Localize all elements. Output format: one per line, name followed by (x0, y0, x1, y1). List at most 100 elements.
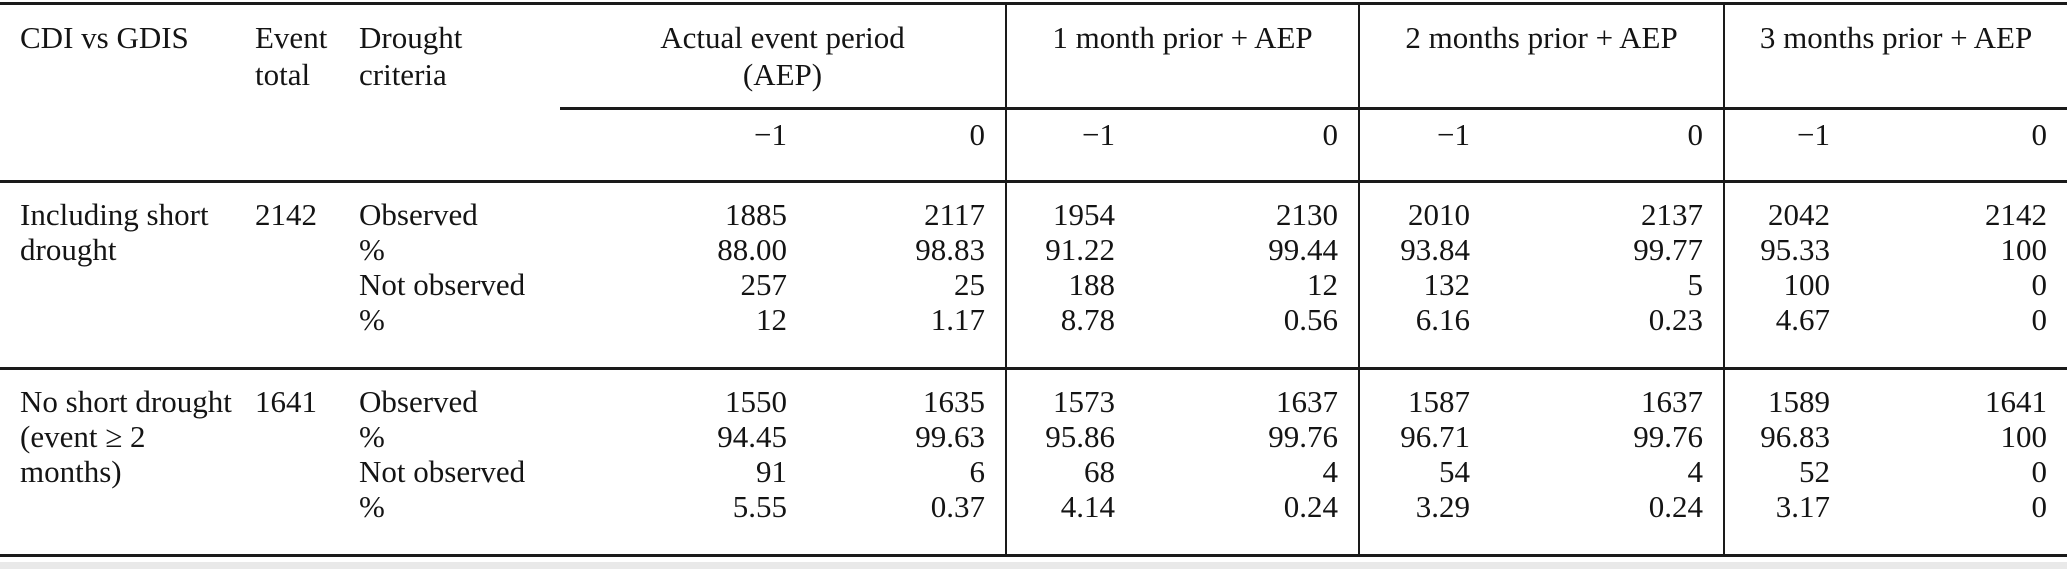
data-cell: 52 (1723, 454, 1851, 489)
table-row: % 12 1.17 8.78 0.56 6.16 0.23 4.67 0 (0, 302, 2067, 369)
data-cell: 2142 (1850, 180, 2067, 232)
data-cell: 1587 (1358, 367, 1491, 419)
data-cell: 99.76 (1633, 419, 1704, 454)
table-row: No short drought (event ≥ 2 months) 1641… (0, 367, 2067, 556)
data-cell: 99.63 (915, 419, 985, 454)
group-label: Including short drought (0, 180, 245, 369)
page-background-strip (0, 562, 2067, 569)
data-cell: 0 (2031, 267, 2048, 302)
group-label: No short drought (event ≥ 2 months) (0, 367, 245, 556)
data-cell: 5.55 (732, 489, 787, 524)
data-cell: 8.78 (1005, 302, 1135, 369)
table-row: Including short drought 2142 Observed 18… (0, 180, 2067, 369)
subcol-header: −1 (1723, 107, 1851, 182)
data-cell: 4 (1687, 454, 1704, 489)
data-cell: 91 (756, 454, 787, 489)
event-total-header: Event total (255, 20, 328, 92)
data-cell: 0.24 (1648, 489, 1704, 524)
data-cell: 25 (954, 267, 985, 302)
group-header-3-months: 3 months prior + AEP (1723, 3, 2067, 109)
data-cell: 100 (2000, 419, 2048, 454)
data-cell: 3.17 (1723, 489, 1851, 556)
data-cell: 1550 (560, 367, 807, 419)
data-cell: 0.37 (930, 489, 985, 524)
criteria-label: % (359, 489, 385, 524)
data-cell: 88.00 (717, 232, 787, 267)
table-row: % 94.45 99.63 95.86 99.76 96.71 99.76 96… (0, 419, 2067, 454)
data-cell: 4 (1322, 454, 1339, 489)
data-cell: 1885 (560, 180, 807, 232)
data-cell: 0.24 (1283, 489, 1339, 524)
data-cell: 99.44 (1268, 232, 1339, 267)
data-cell: 1637 (1135, 367, 1360, 419)
subcol-header: −1 (1005, 107, 1135, 182)
data-cell: 257 (740, 267, 788, 302)
data-cell: 0 (2031, 454, 2048, 489)
subcol-header: 0 (1490, 107, 1725, 182)
data-cell: 12 (1307, 267, 1339, 302)
data-cell: 2130 (1135, 180, 1360, 232)
data-cell: 99.77 (1633, 232, 1704, 267)
subheader-spacer (0, 109, 560, 182)
data-cell: 1641 (1850, 367, 2067, 419)
subcol-header: −1 (560, 107, 807, 182)
data-cell: 95.86 (1005, 419, 1135, 454)
criteria-label: % (359, 232, 385, 267)
data-cell: 54 (1358, 454, 1491, 489)
group-no-short-drought: No short drought (event ≥ 2 months) 1641… (0, 367, 2067, 556)
event-total-value: 1641 (245, 367, 355, 556)
criteria-label: Observed (355, 180, 560, 232)
data-cell: 0.56 (1283, 302, 1339, 337)
subcol-header: 0 (1135, 107, 1360, 182)
data-cell: 2117 (807, 180, 1006, 232)
data-cell: 2042 (1723, 180, 1851, 232)
table-row: % 88.00 98.83 91.22 99.44 93.84 99.77 95… (0, 232, 2067, 267)
data-cell: 188 (1005, 267, 1135, 302)
drought-criteria-header: Drought criteria (359, 20, 463, 92)
subcol-header: −1 (1358, 107, 1491, 182)
data-cell: 1589 (1723, 367, 1851, 419)
table-row: Not observed 91 6 68 4 54 4 52 0 (0, 454, 2067, 489)
data-cell: 99.76 (1268, 419, 1339, 454)
group-including-short-drought: Including short drought 2142 Observed 18… (0, 180, 2067, 369)
data-cell: 4.14 (1005, 489, 1135, 556)
group-header-2-months: 2 months prior + AEP (1358, 3, 1725, 109)
data-cell: 68 (1005, 454, 1135, 489)
data-cell: 5 (1687, 267, 1704, 302)
data-cell: 95.33 (1723, 232, 1851, 267)
criteria-label: Not observed (359, 454, 526, 489)
data-cell: 100 (1723, 267, 1851, 302)
table-row: % 5.55 0.37 4.14 0.24 3.29 0.24 3.17 0 (0, 489, 2067, 556)
data-cell: 1573 (1005, 367, 1135, 419)
group-header-aep: Actual event period (AEP) (660, 20, 905, 92)
data-cell: 100 (2000, 232, 2048, 267)
data-cell: 0 (2031, 489, 2048, 524)
data-cell: 0 (2031, 302, 2048, 337)
data-cell: 0.23 (1648, 302, 1704, 337)
event-total-value: 2142 (245, 180, 355, 369)
data-cell: 132 (1358, 267, 1491, 302)
data-cell: 1.17 (930, 302, 985, 337)
criteria-label: % (359, 419, 385, 454)
group-header-1-month: 1 month prior + AEP (1004, 3, 1360, 109)
data-cell: 2010 (1358, 180, 1491, 232)
results-table: CDI vs GDIS Event total Drought criteria… (0, 2, 2067, 557)
data-cell: 93.84 (1358, 232, 1491, 267)
data-cell: 91.22 (1005, 232, 1135, 267)
subheader-row: −1 0 −1 0 −1 0 −1 0 (0, 107, 2067, 182)
data-cell: 2137 (1490, 180, 1725, 232)
criteria-label: % (359, 302, 385, 337)
subcol-header: 0 (807, 107, 1006, 182)
data-cell: 96.71 (1358, 419, 1491, 454)
criteria-label: Observed (355, 367, 560, 419)
data-cell: 96.83 (1723, 419, 1851, 454)
data-cell: 98.83 (915, 232, 985, 267)
data-cell: 12 (756, 302, 787, 337)
data-cell: 1637 (1490, 367, 1725, 419)
table-row: Not observed 257 25 188 12 132 5 100 0 (0, 267, 2067, 302)
data-cell: 4.67 (1723, 302, 1851, 369)
criteria-label: Not observed (359, 267, 526, 302)
header-row: CDI vs GDIS Event total Drought criteria… (0, 3, 2067, 109)
data-cell: 6.16 (1358, 302, 1491, 369)
data-cell: 6 (969, 454, 986, 489)
